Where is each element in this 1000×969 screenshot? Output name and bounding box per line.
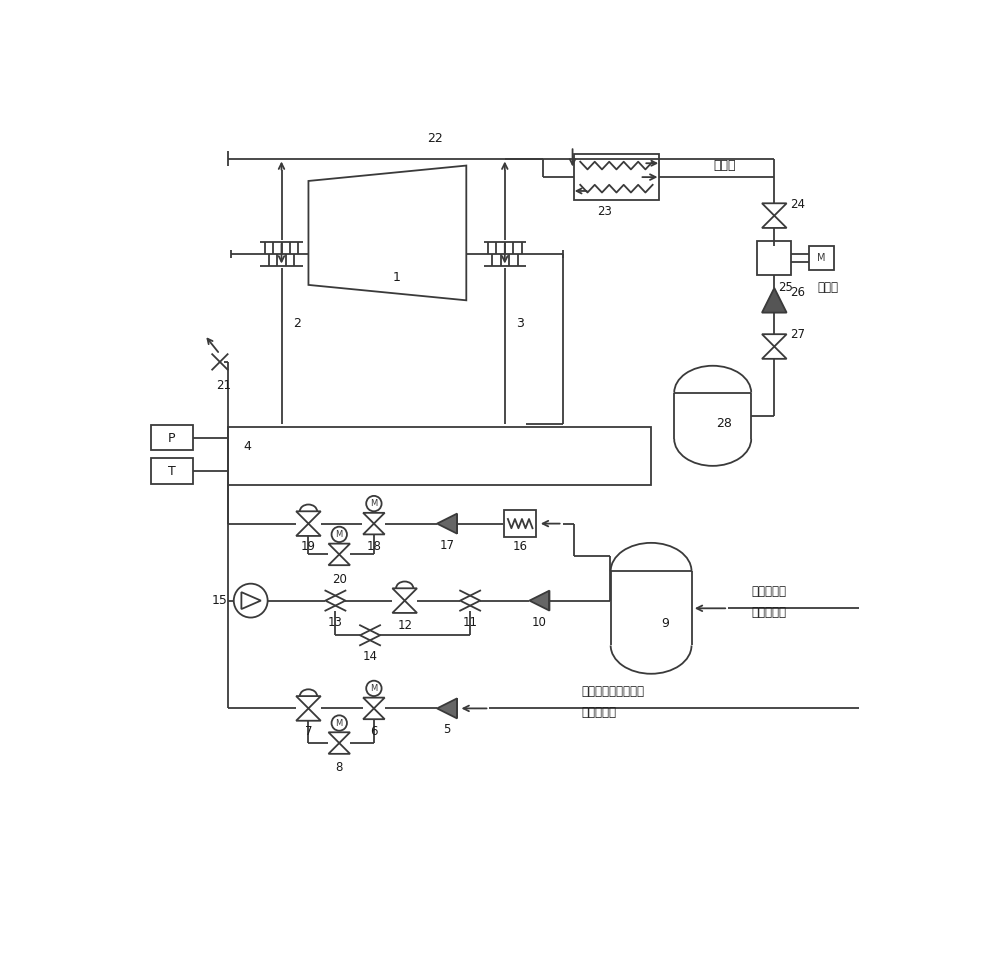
Text: 1: 1 <box>393 270 401 284</box>
Bar <box>757 241 791 275</box>
Text: 24: 24 <box>790 198 805 210</box>
Text: M: M <box>370 499 378 508</box>
Bar <box>574 154 659 201</box>
Text: P: P <box>168 431 175 445</box>
Polygon shape <box>437 699 457 718</box>
Polygon shape <box>437 514 457 534</box>
Bar <box>151 458 193 484</box>
Text: 18: 18 <box>366 540 381 553</box>
Text: M: M <box>817 253 826 263</box>
Polygon shape <box>762 288 787 313</box>
Text: 21: 21 <box>216 379 231 391</box>
Text: 22: 22 <box>428 132 443 145</box>
Text: 26: 26 <box>790 286 805 299</box>
Text: 低温回热器冷侧出口: 低温回热器冷侧出口 <box>582 685 645 698</box>
Polygon shape <box>308 166 466 300</box>
Text: 2: 2 <box>293 317 301 329</box>
Bar <box>151 425 193 451</box>
Text: T: T <box>168 465 175 478</box>
Text: 28: 28 <box>716 417 732 430</box>
Bar <box>228 427 651 485</box>
Text: 25: 25 <box>778 281 793 294</box>
Text: 10: 10 <box>532 615 547 629</box>
Text: 3: 3 <box>516 317 524 329</box>
Text: 6: 6 <box>370 725 378 738</box>
Circle shape <box>332 715 347 731</box>
Text: 14: 14 <box>363 650 378 664</box>
Circle shape <box>366 680 382 696</box>
Text: 输送泵: 输送泵 <box>818 281 839 294</box>
Text: 5: 5 <box>443 724 451 736</box>
Bar <box>504 510 536 537</box>
Text: 23: 23 <box>597 205 612 218</box>
Text: 12: 12 <box>397 619 412 632</box>
Text: 11: 11 <box>463 615 478 629</box>
Circle shape <box>332 527 347 542</box>
Text: 19: 19 <box>301 540 316 553</box>
Text: 4: 4 <box>243 440 251 453</box>
Text: 15: 15 <box>212 594 228 608</box>
Text: 8: 8 <box>336 762 343 774</box>
Text: M: M <box>336 719 343 728</box>
Text: 17: 17 <box>440 539 455 551</box>
Text: 冷却水: 冷却水 <box>713 159 736 172</box>
Text: 供轴封气源: 供轴封气源 <box>751 606 786 618</box>
Text: M: M <box>336 530 343 539</box>
Text: 27: 27 <box>790 328 805 341</box>
Circle shape <box>366 496 382 512</box>
Text: 7: 7 <box>305 725 312 738</box>
Text: 供轴封气源: 供轴封气源 <box>582 705 617 719</box>
Text: 20: 20 <box>332 573 347 585</box>
Text: 9: 9 <box>661 617 669 630</box>
Text: M: M <box>370 684 378 693</box>
Text: 16: 16 <box>513 540 528 553</box>
Bar <box>809 245 834 270</box>
Circle shape <box>234 583 268 617</box>
Text: 13: 13 <box>328 615 343 629</box>
Text: 压缩机出口: 压缩机出口 <box>751 585 786 598</box>
Polygon shape <box>529 590 549 610</box>
